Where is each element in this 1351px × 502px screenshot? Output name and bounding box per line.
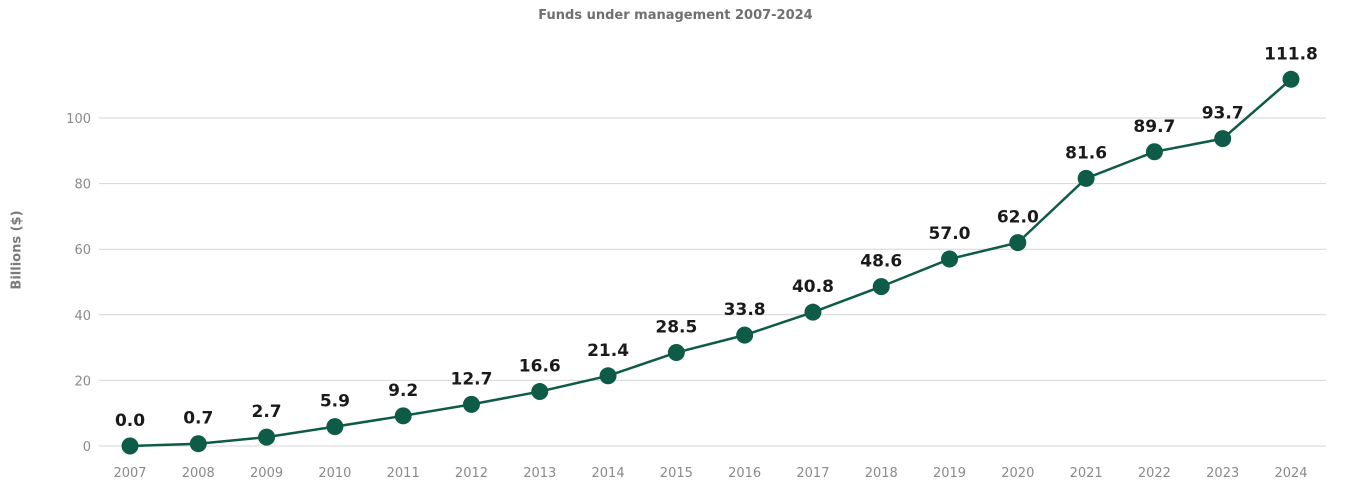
data-point (872, 278, 890, 296)
x-tick-label: 2017 (796, 466, 829, 481)
data-point (326, 418, 344, 436)
x-tick-label: 2010 (318, 466, 351, 481)
data-label: 2.7 (252, 402, 282, 422)
data-point (599, 367, 617, 385)
data-point (736, 326, 754, 344)
x-tick-label: 2008 (182, 466, 215, 481)
x-tick-label: 2011 (387, 466, 420, 481)
data-point (1077, 169, 1095, 187)
data-label: 89.7 (1133, 117, 1175, 137)
data-point (394, 407, 412, 425)
data-point (531, 383, 549, 401)
data-label: 12.7 (450, 369, 492, 389)
data-point (941, 250, 959, 268)
data-point (189, 435, 207, 453)
data-label: 5.9 (320, 392, 350, 412)
x-tick-label: 2007 (113, 466, 146, 481)
chart-title: Funds under management 2007-2024 (538, 8, 813, 23)
data-point (804, 303, 822, 321)
x-tick-label: 2023 (1206, 466, 1239, 481)
y-axis-ticks: 0 20 40 60 80 100 (66, 112, 91, 455)
data-point (667, 344, 685, 362)
data-label: 21.4 (587, 341, 629, 361)
y-tick-label: 40 (74, 309, 91, 324)
data-point (121, 437, 139, 455)
y-tick-label: 100 (66, 112, 91, 127)
y-tick-label: 0 (83, 440, 91, 455)
x-tick-label: 2015 (660, 466, 693, 481)
x-tick-label: 2014 (592, 466, 625, 481)
data-point (1009, 234, 1027, 252)
x-tick-label: 2020 (1001, 466, 1034, 481)
gridlines (99, 117, 1326, 447)
data-point (1282, 70, 1300, 88)
x-tick-label: 2016 (728, 466, 761, 481)
x-tick-label: 2019 (933, 466, 966, 481)
series-line (129, 78, 1292, 448)
data-label: 48.6 (860, 252, 902, 272)
x-tick-label: 2009 (250, 466, 283, 481)
data-points (121, 70, 1300, 455)
data-label: 16.6 (519, 357, 561, 377)
data-labels: 0.0 0.7 2.7 5.9 9.2 12.7 16.6 21.4 28.5 33.8 40.8 4… (115, 44, 1318, 431)
data-label: 57.0 (929, 224, 971, 244)
data-label: 40.8 (792, 277, 834, 297)
data-label: 93.7 (1202, 104, 1244, 124)
data-point (1145, 143, 1163, 161)
x-axis-ticks: 2007 2008 2009 2010 2011 2012 2013 2014 2015 2016… (113, 466, 1307, 481)
data-label: 9.2 (388, 381, 418, 401)
y-tick-label: 60 (74, 243, 91, 258)
y-tick-label: 20 (74, 374, 91, 389)
x-tick-label: 2024 (1274, 466, 1307, 481)
y-tick-label: 80 (74, 178, 91, 193)
data-label: 81.6 (1065, 143, 1107, 163)
data-point (258, 428, 276, 446)
data-label: 111.8 (1264, 44, 1318, 64)
x-tick-label: 2022 (1138, 466, 1171, 481)
x-tick-label: 2012 (455, 466, 488, 481)
x-tick-label: 2018 (865, 466, 898, 481)
data-label: 33.8 (724, 300, 766, 320)
data-label: 0.0 (115, 411, 145, 431)
data-label: 62.0 (997, 208, 1039, 228)
data-label: 28.5 (655, 318, 697, 338)
x-tick-label: 2013 (523, 466, 556, 481)
data-point (462, 395, 480, 413)
data-label: 0.7 (183, 409, 213, 429)
data-point (1214, 130, 1232, 148)
x-tick-label: 2021 (1070, 466, 1103, 481)
series-line-layer (129, 78, 1292, 448)
